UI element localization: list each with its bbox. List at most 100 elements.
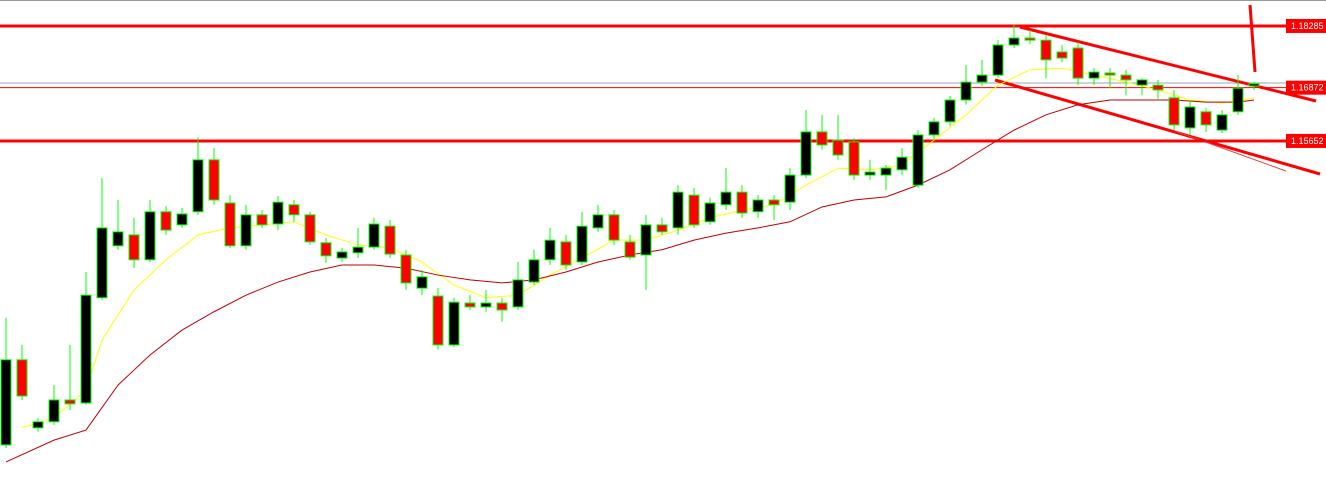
candle-body [656,224,668,233]
candle [128,217,140,269]
candle [736,185,748,218]
candle-body [592,214,604,229]
candle [1136,78,1148,96]
candle [496,297,508,322]
candle [688,188,700,228]
candle [64,344,76,410]
candle [944,96,956,127]
candle-body [880,167,892,176]
candle [272,196,284,231]
candle-body [80,294,92,404]
candle-body [1040,39,1052,61]
candle-body [1184,106,1196,129]
candle-body [288,204,300,216]
candle-body [624,241,636,258]
candle [896,148,908,176]
candle [224,195,236,248]
candle [384,220,396,259]
candle [96,178,108,300]
candle [160,206,172,235]
candle [0,317,12,448]
candle [880,165,892,190]
candle [608,210,620,245]
candle-body [448,301,460,346]
candle [1248,82,1260,90]
candle-body [512,279,524,308]
candle-body [560,241,572,266]
candle [976,59,988,87]
candle-body [208,159,220,201]
candle-body [800,131,812,176]
candle [1104,68,1116,89]
candle [192,137,204,215]
channel-lower [994,78,1321,176]
candle [720,168,732,211]
levels: 1.18285 1.16872 1.15652 [0,18,1326,148]
candle-body [16,359,28,397]
candle-body [640,224,652,256]
candle-body [240,214,252,247]
candle-body [976,74,988,83]
candle [848,137,860,180]
candle-body [464,302,476,308]
candle-body [160,211,172,231]
candle-body [144,211,156,261]
candle-body [736,191,748,214]
candle [480,289,492,312]
candle [912,130,924,189]
candle-body [32,421,44,429]
marker-line [1248,4,1257,73]
candle-body [912,134,924,186]
level-label-box [1286,80,1326,95]
candle-body [1056,51,1068,59]
candle [704,197,716,225]
candle-body [768,199,780,206]
candle [528,249,540,286]
candle-body [1024,37,1036,41]
candle-body [256,214,268,226]
candle [1072,41,1084,86]
candle [800,110,812,179]
candle-body [352,246,364,254]
candle-body [304,214,316,243]
candle [656,217,668,235]
level-label-box [1286,133,1326,148]
candle-body [816,131,828,146]
candle-body [992,44,1004,76]
candle [768,195,780,221]
candle-body [960,81,972,101]
candle [752,195,764,218]
candle-body [1104,72,1116,76]
level-label: 1.18285 [1291,21,1324,31]
candle [544,227,556,266]
candle-body [752,199,764,213]
candle [368,217,380,250]
candle-body [1088,71,1100,79]
candle [32,417,44,432]
candle-body [1168,97,1180,126]
candle [832,114,844,160]
candle-body [528,259,540,283]
candle [672,185,684,235]
candle [816,114,828,150]
candle [1024,30,1036,45]
candle-body [544,239,556,261]
candle-body [336,251,348,259]
candle-body [576,225,588,263]
candle [320,237,332,263]
channel-inner [1174,130,1287,172]
candle [576,211,588,266]
candle-body [848,141,860,176]
candle-body [1120,74,1132,81]
candle-body [400,254,412,284]
candle [16,344,28,400]
candle [464,295,476,310]
candle-body [368,223,380,248]
candle-body [1152,84,1164,91]
candle [1040,34,1052,79]
candle-body [1136,79,1148,86]
candle-body [192,159,204,213]
candle [992,40,1004,79]
